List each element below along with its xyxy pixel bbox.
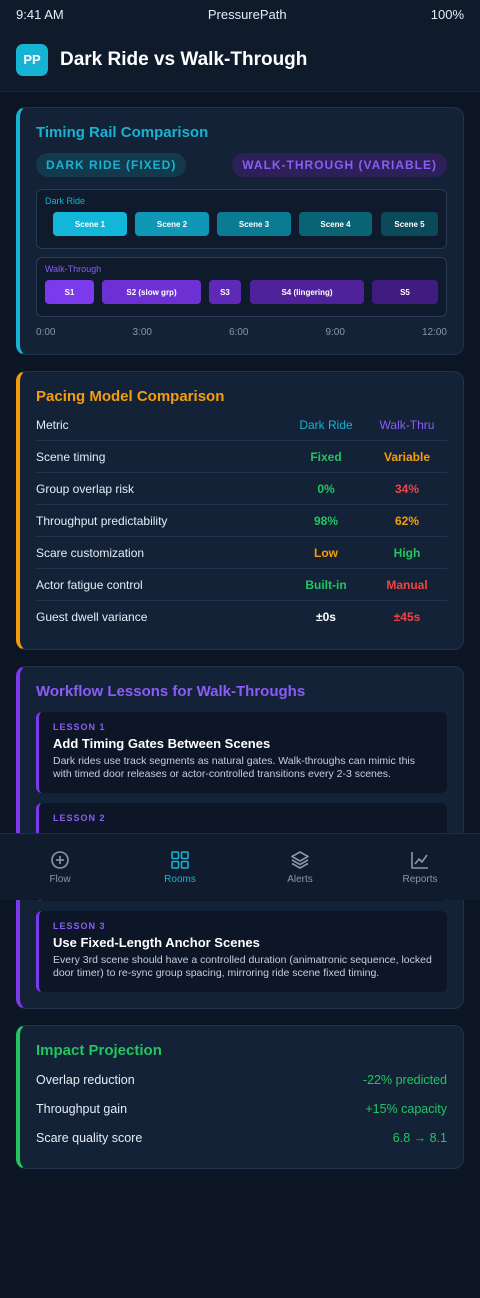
line-chart-icon bbox=[411, 851, 428, 869]
walk-thru-value: 34% bbox=[394, 481, 420, 496]
impact-value: -22% predicted bbox=[362, 1072, 447, 1087]
bottom-tab-bar: Flow Rooms Alerts Reports bbox=[0, 833, 480, 900]
legend-pills: DARK RIDE (FIXED) WALK-THROUGH (VARIABLE… bbox=[36, 153, 447, 177]
page-title: Dark Ride vs Walk-Through bbox=[60, 48, 308, 70]
walk-thru-value: High bbox=[393, 545, 421, 560]
tab-reports[interactable]: Reports bbox=[360, 834, 480, 900]
main-content: Timing Rail Comparison DARK RIDE (FIXED)… bbox=[16, 107, 464, 1185]
walk-segment-5[interactable]: S5 bbox=[372, 280, 438, 304]
status-battery: 100% bbox=[430, 6, 464, 22]
pacing-model-title: Pacing Model Comparison bbox=[36, 388, 225, 405]
table-row: Throughput predictability 98% 62% bbox=[36, 505, 447, 537]
header-walk-thru: Walk-Thru bbox=[379, 417, 435, 432]
dark-ride-value: ±0s bbox=[316, 610, 336, 624]
walk-segment-1[interactable]: S1 bbox=[45, 280, 94, 304]
tab-label: Rooms bbox=[164, 873, 196, 885]
metric-label: Scene timing bbox=[36, 449, 106, 464]
table-row: Actor fatigue control Built-in Manual bbox=[36, 569, 447, 601]
axis-tick: 3:00 bbox=[132, 327, 152, 338]
lesson-card-1[interactable]: LESSON 1 Add Timing Gates Between Scenes… bbox=[36, 712, 447, 793]
lesson-title: Use Fixed-Length Anchor Scenes bbox=[53, 935, 260, 950]
header-dark-ride: Dark Ride bbox=[299, 417, 353, 432]
table-row: Guest dwell variance ±0s ±45s bbox=[36, 601, 447, 633]
walk-segment-3[interactable]: S3 bbox=[209, 280, 241, 304]
walk-through-rail-label: Walk-Through bbox=[45, 264, 102, 274]
plus-circle-icon bbox=[51, 850, 69, 869]
impact-value: 6.8 → 8.1 bbox=[392, 1130, 447, 1145]
dark-ride-value: Built-in bbox=[305, 577, 347, 592]
metric-label: Guest dwell variance bbox=[36, 610, 148, 624]
dark-segment-5[interactable]: Scene 5 bbox=[381, 212, 438, 236]
impact-label: Throughput gain bbox=[36, 1101, 128, 1116]
lesson-text: Every 3rd scene should have a controlled… bbox=[53, 954, 432, 979]
dark-segment-1[interactable]: Scene 1 bbox=[53, 212, 127, 236]
dark-segment-3[interactable]: Scene 3 bbox=[217, 212, 291, 236]
time-axis: 0:00 3:00 6:00 9:00 12:00 bbox=[36, 327, 447, 338]
impact-row: Scare quality score 6.8 → 8.1 bbox=[36, 1123, 447, 1152]
impact-row: Overlap reduction -22% predicted bbox=[36, 1065, 447, 1094]
dark-ride-pill: DARK RIDE (FIXED) bbox=[36, 153, 187, 177]
lesson-card-3[interactable]: LESSON 3 Use Fixed-Length Anchor Scenes … bbox=[36, 911, 447, 992]
dark-ride-value: Fixed bbox=[310, 449, 342, 464]
walk-thru-value: ±45s bbox=[393, 610, 421, 624]
header-metric: Metric bbox=[36, 417, 69, 432]
metric-label: Actor fatigue control bbox=[36, 577, 143, 592]
walk-through-pill: WALK-THROUGH (VARIABLE) bbox=[232, 153, 447, 177]
workflow-lessons-title: Workflow Lessons for Walk-Throughs bbox=[36, 683, 306, 700]
tab-label: Alerts bbox=[287, 873, 313, 885]
table-row: Group overlap risk 0% 34% bbox=[36, 473, 447, 505]
lesson-title: Add Timing Gates Between Scenes bbox=[53, 736, 271, 751]
metric-label: Scare customization bbox=[36, 545, 145, 560]
dark-ride-rail-label: Dark Ride bbox=[45, 196, 86, 206]
lesson-number: LESSON 1 bbox=[53, 722, 106, 732]
tab-alerts[interactable]: Alerts bbox=[240, 834, 360, 900]
lesson-number: LESSON 3 bbox=[53, 921, 106, 931]
timing-rail-title: Timing Rail Comparison bbox=[36, 124, 209, 141]
dark-ride-rail: Dark Ride Scene 1 Scene 2 Scene 3 Scene … bbox=[36, 189, 447, 249]
metric-label: Group overlap risk bbox=[36, 481, 135, 496]
dark-ride-value: Low bbox=[314, 545, 338, 560]
impact-row: Throughput gain +15% capacity bbox=[36, 1094, 447, 1123]
axis-tick: 0:00 bbox=[36, 327, 56, 338]
walk-thru-value: Variable bbox=[383, 449, 431, 464]
impact-value: +15% capacity bbox=[365, 1101, 447, 1116]
pacing-model-card: Pacing Model Comparison Metric Dark Ride… bbox=[16, 371, 464, 650]
status-bar: 9:41 AM PressurePath 100% bbox=[0, 0, 480, 28]
metric-label: Throughput predictability bbox=[36, 513, 168, 528]
walk-segment-2[interactable]: S2 (slow grp) bbox=[102, 280, 201, 304]
lesson-number: LESSON 2 bbox=[53, 813, 106, 823]
dark-segment-2[interactable]: Scene 2 bbox=[135, 212, 209, 236]
axis-tick: 12:00 bbox=[421, 327, 447, 338]
axis-tick: 9:00 bbox=[325, 327, 345, 338]
dark-ride-value: 98% bbox=[313, 513, 339, 528]
walk-thru-value: Manual bbox=[386, 577, 428, 592]
table-row: Scene timing Fixed Variable bbox=[36, 441, 447, 473]
grid-icon bbox=[171, 850, 189, 869]
table-row: Scare customization Low High bbox=[36, 537, 447, 569]
app-logo[interactable]: PP bbox=[16, 43, 48, 76]
lesson-text: Dark rides use track segments as natural… bbox=[53, 755, 415, 780]
impact-projection-title: Impact Projection bbox=[36, 1042, 162, 1059]
dark-segment-4[interactable]: Scene 4 bbox=[299, 212, 372, 236]
tab-flow[interactable]: Flow bbox=[0, 834, 120, 900]
axis-tick: 6:00 bbox=[228, 327, 249, 338]
impact-label: Scare quality score bbox=[36, 1130, 143, 1145]
impact-label: Overlap reduction bbox=[36, 1072, 135, 1087]
tab-rooms[interactable]: Rooms bbox=[120, 834, 240, 900]
layers-icon bbox=[291, 850, 309, 869]
timing-rail-card: Timing Rail Comparison DARK RIDE (FIXED)… bbox=[16, 107, 464, 355]
walk-through-rail: Walk-Through S1 S2 (slow grp) S3 S4 (lin… bbox=[36, 257, 447, 317]
walk-segment-4[interactable]: S4 (lingering) bbox=[250, 280, 364, 304]
status-time: 9:41 AM bbox=[16, 6, 64, 22]
tab-label: Flow bbox=[49, 873, 71, 885]
dark-ride-value: 0% bbox=[317, 481, 335, 496]
app-header: PP Dark Ride vs Walk-Through bbox=[0, 28, 480, 92]
tab-label: Reports bbox=[402, 873, 438, 885]
status-app-name: PressurePath bbox=[207, 6, 287, 22]
table-header-row: Metric Dark Ride Walk-Thru bbox=[36, 409, 447, 441]
impact-projection-card: Impact Projection Overlap reduction -22%… bbox=[16, 1025, 464, 1169]
walk-thru-value: 62% bbox=[394, 513, 420, 528]
